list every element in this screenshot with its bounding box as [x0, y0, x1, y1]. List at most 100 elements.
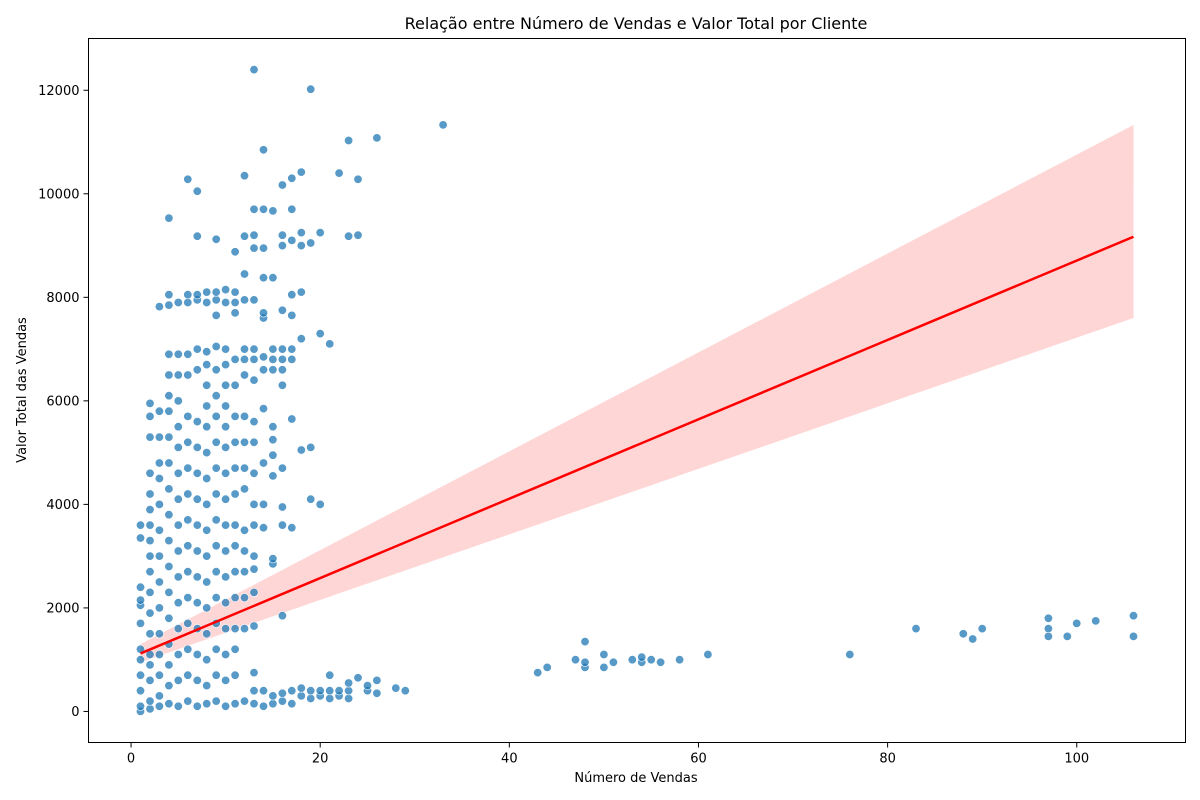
x-tick-label: 40: [501, 752, 518, 767]
scatter-point: [192, 701, 202, 711]
scatter-point: [183, 463, 193, 473]
scatter-point: [136, 533, 146, 543]
scatter-point: [258, 145, 268, 155]
scatter-point: [372, 688, 382, 698]
scatter-point: [268, 691, 278, 701]
scatter-point: [221, 649, 231, 659]
scatter-point: [183, 370, 193, 380]
scatter-point: [1072, 618, 1082, 628]
scatter-point: [173, 494, 183, 504]
scatter-point: [154, 551, 164, 561]
scatter-point: [287, 354, 297, 364]
scatter-point: [315, 686, 325, 696]
scatter-point: [173, 468, 183, 478]
scatter-point: [221, 468, 231, 478]
scatter-point: [230, 670, 240, 680]
scatter-point: [173, 396, 183, 406]
scatter-point: [240, 231, 250, 241]
scatter-point: [287, 686, 297, 696]
scatter-point: [154, 577, 164, 587]
scatter-point: [977, 624, 987, 634]
scatter-point: [268, 435, 278, 445]
scatter-point: [258, 243, 268, 253]
scatter-point: [145, 411, 155, 421]
scatter-point: [230, 247, 240, 257]
scatter-point: [580, 637, 590, 647]
scatter-point: [353, 673, 363, 683]
scatter-point: [372, 675, 382, 685]
confidence-band: [140, 124, 1134, 663]
scatter-point: [599, 662, 609, 672]
scatter-point: [315, 329, 325, 339]
scatter-point: [183, 567, 193, 577]
scatter-point: [145, 696, 155, 706]
scatter-point: [183, 644, 193, 654]
scatter-point: [268, 354, 278, 364]
scatter-point: [192, 290, 202, 300]
scatter-point: [344, 136, 354, 146]
scatter-point: [173, 572, 183, 582]
scatter-point: [221, 344, 231, 354]
scatter-point: [240, 344, 250, 354]
scatter-point: [183, 290, 193, 300]
scatter-point: [183, 437, 193, 447]
scatter-point: [240, 546, 250, 556]
scatter-point: [192, 365, 202, 375]
scatter-point: [1062, 631, 1072, 641]
scatter-point: [173, 649, 183, 659]
scatter-point: [438, 120, 448, 130]
scatter-point: [249, 564, 259, 574]
scatter-point: [145, 489, 155, 499]
scatter-point: [154, 649, 164, 659]
scatter-point: [277, 344, 287, 354]
scatter-point: [240, 463, 250, 473]
scatter-point: [240, 624, 250, 634]
scatter-point: [221, 494, 231, 504]
scatter-point: [268, 471, 278, 481]
scatter-point: [240, 525, 250, 535]
scatter-point: [325, 686, 335, 696]
scatter-point: [287, 235, 297, 245]
scatter-point: [249, 204, 259, 214]
scatter-point: [192, 231, 202, 241]
x-tick-label: 60: [690, 752, 707, 767]
scatter-point: [211, 567, 221, 577]
scatter-point: [173, 520, 183, 530]
scatter-point: [277, 305, 287, 315]
scatter-point: [164, 300, 174, 310]
scatter-point: [240, 370, 250, 380]
scatter-point: [192, 494, 202, 504]
scatter-point: [249, 587, 259, 597]
scatter-point: [164, 290, 174, 300]
scatter-point: [249, 520, 259, 530]
scatter-point: [287, 204, 297, 214]
scatter-point: [325, 670, 335, 680]
scatter-point: [249, 243, 259, 253]
scatter-point: [240, 437, 250, 447]
scatter-point: [249, 621, 259, 631]
scatter-point: [1043, 624, 1053, 634]
scatter-point: [202, 551, 212, 561]
x-tick-label: 0: [127, 752, 135, 767]
scatter-point: [202, 681, 212, 691]
x-axis-label: Número de Vendas: [574, 771, 697, 786]
scatter-point: [192, 598, 202, 608]
scatter-point: [249, 295, 259, 305]
scatter-point: [240, 696, 250, 706]
scatter-point: [211, 287, 221, 297]
scatter-point: [211, 670, 221, 680]
scatter-point: [287, 344, 297, 354]
scatter-point: [296, 334, 306, 344]
scatter-point: [362, 681, 372, 691]
scatter-point: [277, 463, 287, 473]
scatter-point: [240, 484, 250, 494]
scatter-point: [240, 593, 250, 603]
scatter-point: [154, 302, 164, 312]
scatter-point: [173, 675, 183, 685]
scatter-point: [296, 167, 306, 177]
scatter-point: [221, 675, 231, 685]
scatter-point: [211, 411, 221, 421]
scatter-point: [145, 704, 155, 714]
scatter-point: [296, 241, 306, 251]
scatter-point: [221, 401, 231, 411]
